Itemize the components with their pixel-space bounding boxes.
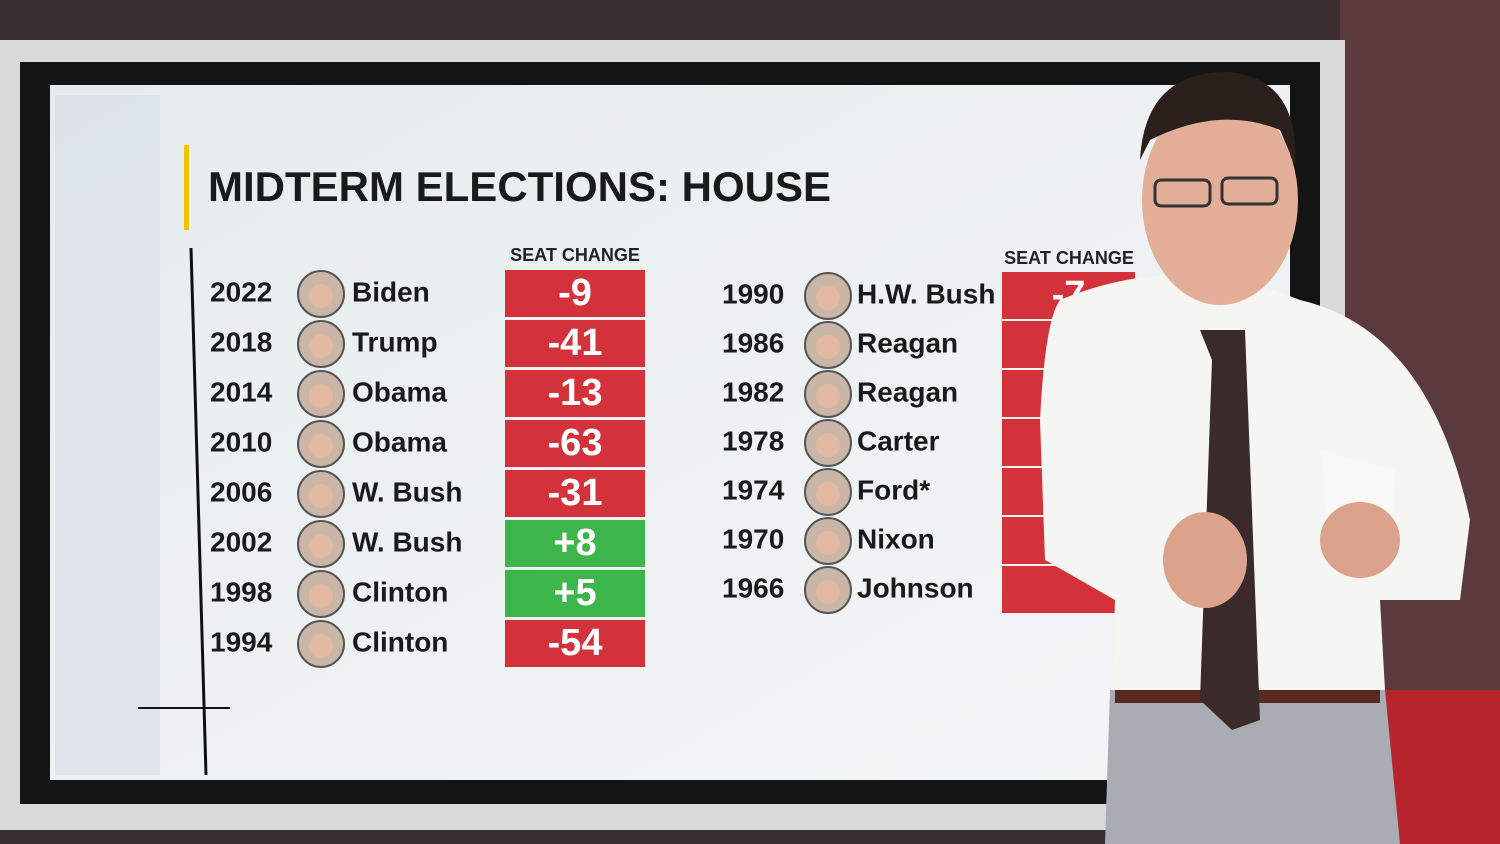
photo-face	[816, 531, 840, 555]
change-box	[505, 320, 645, 367]
hair	[1140, 71, 1296, 165]
trousers	[1105, 690, 1400, 844]
photo-face	[309, 284, 333, 308]
change-box	[505, 420, 645, 467]
president-name: Reagan	[857, 376, 958, 407]
change-box	[505, 270, 645, 317]
photo-face	[309, 434, 333, 458]
year: 1966	[722, 572, 784, 603]
glasses-right	[1220, 176, 1279, 206]
seat-change: -41	[548, 322, 603, 364]
divider-line	[189, 247, 208, 776]
president-name: Ford*	[857, 474, 930, 505]
president-name: Obama	[352, 376, 447, 407]
year: 2002	[210, 526, 272, 557]
year: 1994	[210, 626, 273, 657]
photo-face	[816, 433, 840, 457]
decor-strip	[55, 95, 160, 775]
photo-face	[309, 484, 333, 508]
title-accent	[184, 145, 189, 230]
seat-change: -63	[548, 422, 603, 464]
studio-red-floor	[1380, 690, 1500, 844]
year: 2014	[210, 376, 273, 407]
change-box	[505, 520, 645, 567]
column-header: SEAT CHANGE	[510, 245, 640, 265]
column-header: SEAT CHANGE	[1004, 248, 1134, 268]
seat-change: +8	[553, 522, 596, 564]
president-name: Biden	[352, 276, 430, 307]
photo-face	[816, 580, 840, 604]
president-name: W. Bush	[352, 526, 462, 557]
year: 1990	[722, 278, 784, 309]
photo-face	[309, 384, 333, 408]
seat-change: +5	[553, 572, 596, 614]
change-box	[505, 620, 645, 667]
year: 1978	[722, 425, 784, 456]
year: 2010	[210, 426, 272, 457]
title: MIDTERM ELECTIONS: HOUSE	[208, 163, 831, 210]
shirt	[1040, 275, 1470, 690]
president-name: Clinton	[352, 626, 448, 657]
right-hand	[1320, 502, 1400, 578]
president-name: Reagan	[857, 327, 958, 358]
seat-change: -9	[558, 272, 592, 314]
president-name: H.W. Bush	[857, 278, 995, 309]
year: 1974	[722, 474, 785, 505]
president-name: Trump	[352, 326, 438, 357]
year: 2022	[210, 276, 272, 307]
seat-change: -54	[548, 622, 603, 664]
left-hand	[1163, 512, 1247, 608]
seat-change: -31	[548, 472, 603, 514]
photo-face	[816, 335, 840, 359]
year: 1970	[722, 523, 784, 554]
year: 1982	[722, 376, 784, 407]
president-name: Obama	[352, 426, 447, 457]
year: 2018	[210, 326, 272, 357]
photo-face	[309, 584, 333, 608]
presenter	[1040, 71, 1470, 844]
president-name: Johnson	[857, 572, 974, 603]
seat-change: -13	[548, 372, 603, 414]
change-box	[505, 470, 645, 517]
photo-face	[816, 286, 840, 310]
year: 1998	[210, 576, 272, 607]
glasses-left	[1153, 178, 1212, 208]
change-box	[505, 570, 645, 617]
photo-face	[309, 534, 333, 558]
year: 2006	[210, 476, 272, 507]
photo-face	[309, 634, 333, 658]
president-name: W. Bush	[352, 476, 462, 507]
photo-face	[816, 384, 840, 408]
year: 1986	[722, 327, 784, 358]
head	[1142, 95, 1298, 305]
photo-face	[309, 334, 333, 358]
president-name: Carter	[857, 425, 940, 456]
president-name: Nixon	[857, 523, 935, 554]
change-box	[505, 370, 645, 417]
photo-face	[816, 482, 840, 506]
president-name: Clinton	[352, 576, 448, 607]
